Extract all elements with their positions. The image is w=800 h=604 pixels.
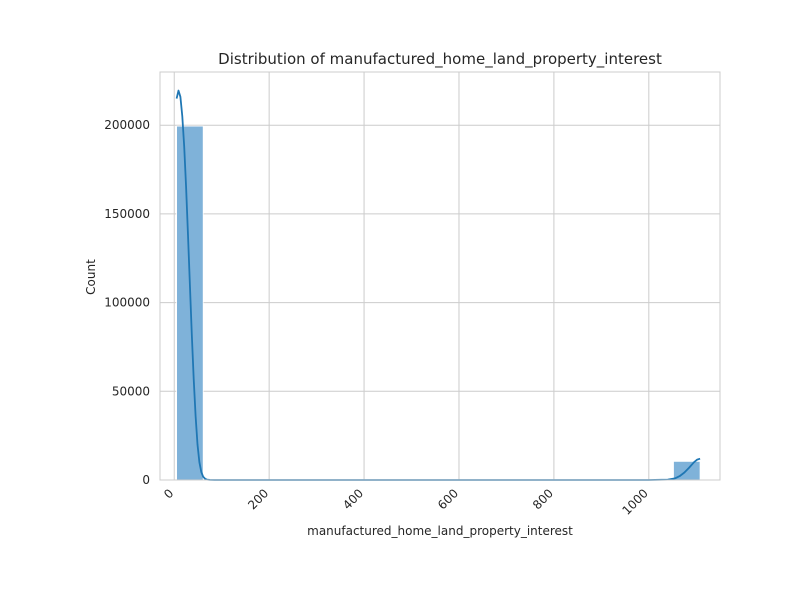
x-tick-label: 0 bbox=[161, 486, 176, 501]
kde-curve bbox=[175, 89, 701, 481]
y-tick-label: 150000 bbox=[104, 207, 150, 221]
y-tick-label: 0 bbox=[142, 473, 150, 487]
y-tick-label: 100000 bbox=[104, 296, 150, 310]
y-axis-label: Count bbox=[84, 259, 98, 295]
x-tick-label: 200 bbox=[245, 486, 271, 512]
x-tick-label: 400 bbox=[340, 486, 366, 512]
kde-line bbox=[175, 89, 701, 481]
x-tick-label: 1000 bbox=[619, 486, 650, 517]
x-axis-label: manufactured_home_land_property_interest bbox=[307, 524, 573, 538]
plot-border bbox=[159, 71, 721, 481]
y-tick-label: 50000 bbox=[112, 384, 150, 398]
x-tick-label: 800 bbox=[530, 486, 556, 512]
y-tick-label: 200000 bbox=[104, 118, 150, 132]
x-tick-label: 600 bbox=[435, 486, 461, 512]
chart-title: Distribution of manufactured_home_land_p… bbox=[218, 50, 662, 69]
grid-lines bbox=[160, 72, 720, 481]
plot-frame bbox=[159, 71, 721, 481]
